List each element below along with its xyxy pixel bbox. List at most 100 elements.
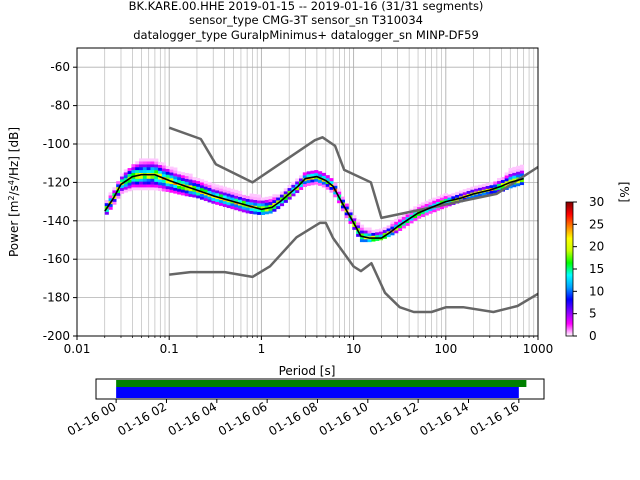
heatmap-cell <box>481 183 486 187</box>
heatmap-cell <box>234 198 239 202</box>
heatmap-cell <box>253 211 258 215</box>
heatmap-cell <box>219 185 224 189</box>
heatmap-cell <box>177 191 182 195</box>
heatmap-cell <box>287 190 292 194</box>
heatmap-cell <box>348 220 353 224</box>
heatmap-cell <box>257 203 262 207</box>
heatmap-cell <box>211 186 216 190</box>
heatmap-cell <box>420 211 425 215</box>
heatmap-cell <box>485 191 490 195</box>
heatmap-cell <box>203 180 208 184</box>
heatmap-cell <box>119 179 125 183</box>
heatmap-cell <box>203 197 208 202</box>
heatmap-cell <box>165 177 170 181</box>
heatmap-cell <box>112 187 117 191</box>
heatmap-cell <box>325 186 330 190</box>
heatmap-cell <box>173 190 178 194</box>
heatmap-cell <box>188 179 193 183</box>
heatmap-cell <box>378 231 384 235</box>
heatmap-cell <box>344 212 349 216</box>
heatmap-cell <box>139 169 144 173</box>
heatmap-cell <box>211 200 216 204</box>
heatmap-cell <box>142 181 147 185</box>
heatmap-cell <box>443 204 448 208</box>
heatmap-cell <box>329 181 334 185</box>
heatmap-cell <box>390 220 395 224</box>
heatmap-cell <box>150 175 155 179</box>
heatmap-cell <box>371 232 376 236</box>
heatmap-cell <box>348 209 353 213</box>
heatmap-cell <box>127 182 132 186</box>
heatmap-cell <box>485 182 490 187</box>
heatmap-cell <box>283 188 288 192</box>
heatmap-cell <box>161 165 166 169</box>
y-tick-label: -200 <box>43 329 70 343</box>
heatmap-cell <box>142 161 147 165</box>
heatmap-cell <box>146 187 151 191</box>
heatmap-cell <box>398 216 403 220</box>
heatmap-cell <box>135 169 140 173</box>
heatmap-cell <box>451 193 456 197</box>
heatmap-cell <box>169 183 174 187</box>
heatmap-cell <box>318 171 323 175</box>
heatmap-cell <box>299 186 304 190</box>
heatmap-cell <box>219 191 224 195</box>
x-axis-ticks: 0.01 0.1 1 10 100 1000 <box>64 336 553 356</box>
heatmap-cell <box>378 228 384 232</box>
heatmap-cell <box>135 175 140 179</box>
heatmap-cell <box>318 174 323 178</box>
heatmap-cell <box>447 197 452 201</box>
heatmap-cell <box>180 180 186 184</box>
heatmap-cell <box>119 190 125 194</box>
heatmap-cell <box>432 197 437 201</box>
heatmap-cell <box>443 198 448 202</box>
heatmap-cell <box>394 227 399 231</box>
heatmap-cell <box>150 161 155 165</box>
heatmap-cell <box>394 230 399 234</box>
heatmap-cell <box>207 196 212 200</box>
heatmap-cell <box>474 188 479 192</box>
heatmap-cell <box>230 206 235 210</box>
heatmap-cell <box>359 233 365 237</box>
heatmap-cell <box>173 187 178 191</box>
heatmap-cell <box>394 221 399 225</box>
heatmap-cell <box>245 207 250 211</box>
heatmap-cell <box>478 193 483 197</box>
heatmap-cell <box>310 170 315 174</box>
heatmap-cell <box>493 190 498 194</box>
heatmap-cell <box>466 190 471 194</box>
heatmap-cell <box>340 199 346 203</box>
heatmap-cell <box>112 192 117 197</box>
heatmap-cell <box>226 187 231 191</box>
heatmap-cell <box>161 179 166 183</box>
heatmap-cell <box>337 200 342 204</box>
heatmap-cell <box>184 175 189 179</box>
heatmap-cell <box>238 190 243 195</box>
heatmap-cell <box>363 233 368 237</box>
heatmap-cell <box>279 200 285 204</box>
heatmap-cell <box>394 224 399 228</box>
colorbar-tick-label: 30 <box>589 195 604 209</box>
heatmap-cell <box>234 207 239 211</box>
heatmap-cell <box>260 197 266 201</box>
heatmap-cell <box>139 161 144 165</box>
heatmap-cell <box>470 189 475 193</box>
timeline-tick-label: 01-16 04 <box>166 399 220 438</box>
title-line-2: sensor_type CMG-3T sensor_sn T310034 <box>189 13 423 27</box>
heatmap-cell <box>283 196 288 200</box>
heatmap-cell <box>359 239 365 243</box>
heatmap-cell <box>104 211 109 215</box>
heatmap-cell <box>302 183 307 187</box>
heatmap-cell <box>512 169 517 173</box>
heatmap-cell <box>139 167 144 171</box>
heatmap-cell <box>142 169 147 173</box>
heatmap-cell <box>165 171 170 175</box>
heatmap-cell <box>302 172 307 176</box>
heatmap-cell <box>146 175 151 179</box>
heatmap-cell <box>455 191 460 195</box>
heatmap-cell <box>287 193 292 197</box>
colorbar-tick-label: 5 <box>589 307 597 321</box>
timeline-tick-label: 01-16 02 <box>115 399 169 438</box>
heatmap-cell <box>333 194 338 198</box>
